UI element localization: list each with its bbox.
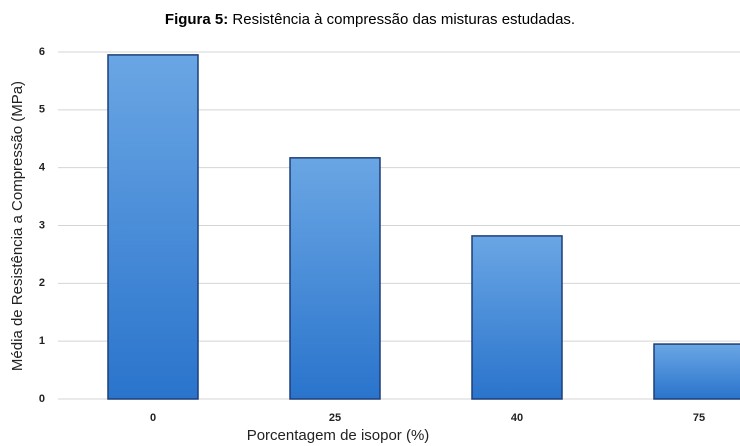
bar — [653, 343, 740, 400]
x-tick-label: 75 — [693, 412, 705, 424]
y-tick-label: 3 — [39, 219, 45, 231]
x-tick-label: 25 — [329, 412, 341, 424]
y-tick-label: 6 — [39, 46, 45, 58]
bar — [289, 157, 381, 400]
y-tick-label: 4 — [39, 162, 46, 174]
title-label: Figura 5: — [165, 11, 228, 28]
title-text: Resistência à compressão das misturas es… — [232, 11, 575, 28]
y-tick-label: 5 — [39, 104, 45, 116]
x-tick-label: 0 — [150, 412, 156, 424]
y-axis-title: Média de Resistência a Compressão (MPa) — [9, 81, 26, 371]
y-tick-label: 1 — [39, 335, 45, 347]
bar — [471, 235, 563, 400]
x-axis-title: Porcentagem de isopor (%) — [247, 427, 430, 444]
bar — [107, 54, 199, 400]
y-tick-label: 2 — [39, 277, 45, 289]
chart-title: Figura 5: Resistência à compressão das m… — [165, 11, 575, 28]
y-tick-label: 0 — [39, 393, 45, 405]
x-tick-label: 40 — [511, 412, 523, 424]
